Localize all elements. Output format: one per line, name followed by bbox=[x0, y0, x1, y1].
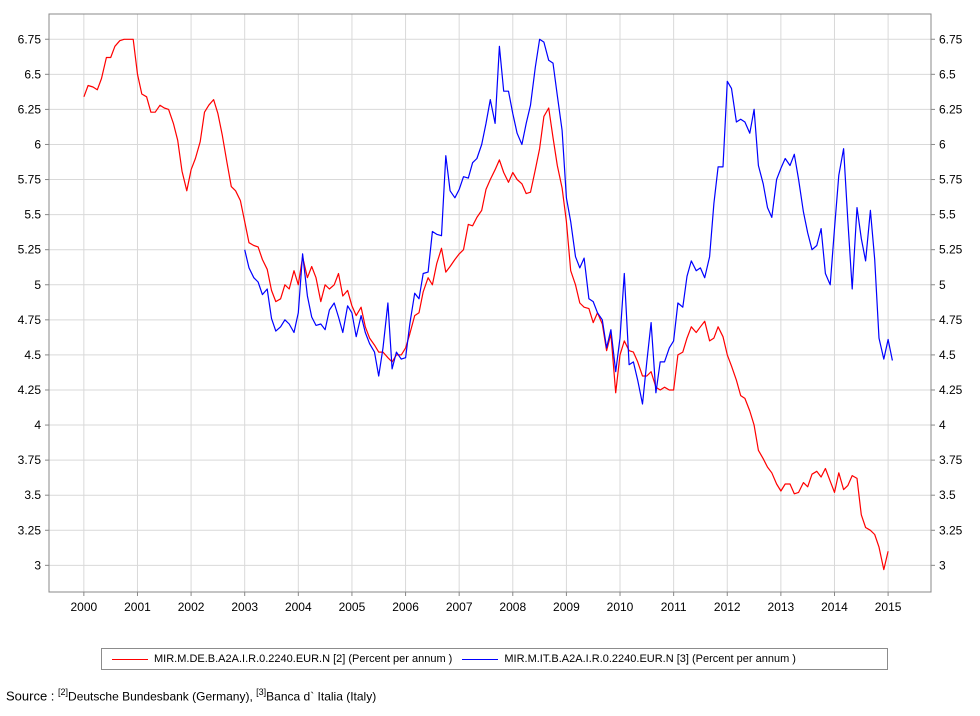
legend-entry-germany: MIR.M.DE.B.A2A.I.R.0.2240.EUR.N [2] (Per… bbox=[102, 653, 452, 665]
y-tick-label-left: 6 bbox=[34, 137, 41, 151]
series-line-germany bbox=[83, 38, 889, 571]
x-tick-label: 2006 bbox=[392, 600, 419, 614]
x-tick-label: 2013 bbox=[768, 600, 795, 614]
y-tick-label-left: 6.75 bbox=[18, 32, 42, 46]
series-line-italy bbox=[244, 38, 893, 405]
y-tick-label-right: 3 bbox=[939, 558, 946, 572]
y-tick-label-left: 4.75 bbox=[18, 313, 42, 327]
y-tick-label-right: 3.5 bbox=[939, 488, 956, 502]
source-prefix: Source : bbox=[6, 688, 59, 704]
footnote-2: [2] bbox=[58, 687, 69, 697]
y-tick-label-left: 6.25 bbox=[18, 102, 42, 116]
x-tick-label: 2000 bbox=[70, 600, 97, 614]
x-tick-label: 2005 bbox=[339, 600, 366, 614]
x-tick-label: 2015 bbox=[875, 600, 902, 614]
legend-label-italy: MIR.M.IT.B.A2A.I.R.0.2240.EUR.N [3] (Per… bbox=[504, 653, 796, 665]
x-tick-label: 2010 bbox=[607, 600, 634, 614]
legend: MIR.M.DE.B.A2A.I.R.0.2240.EUR.N [2] (Per… bbox=[101, 648, 888, 670]
x-tick-label: 2001 bbox=[124, 600, 151, 614]
x-tick-label: 2008 bbox=[499, 600, 526, 614]
source-italy: Banca d` Italia (Italy) bbox=[266, 689, 377, 704]
x-tick-label: 2011 bbox=[661, 600, 687, 614]
y-tick-label-left: 4.5 bbox=[24, 348, 41, 362]
legend-swatch-blue bbox=[462, 658, 499, 660]
y-tick-label-right: 6.75 bbox=[939, 32, 963, 46]
y-tick-label-left: 5.5 bbox=[24, 208, 41, 222]
y-tick-label-left: 3.75 bbox=[18, 453, 42, 467]
y-tick-label-left: 5.75 bbox=[18, 173, 42, 187]
x-tick-label: 2004 bbox=[285, 600, 312, 614]
y-tick-label-right: 4.5 bbox=[939, 348, 956, 362]
y-tick-label-right: 4.75 bbox=[939, 313, 963, 327]
legend-swatch-red bbox=[112, 658, 148, 660]
x-tick-label: 2003 bbox=[231, 600, 258, 614]
y-tick-label-right: 3.25 bbox=[939, 523, 963, 537]
plot-border bbox=[48, 13, 932, 593]
y-tick-label-right: 6.25 bbox=[939, 102, 963, 116]
y-tick-label-left: 5 bbox=[34, 278, 41, 292]
x-tick-label: 2009 bbox=[553, 600, 580, 614]
y-tick-label-right: 6 bbox=[939, 137, 946, 151]
y-tick-label-left: 5.25 bbox=[18, 243, 42, 257]
y-tick-label-right: 5.75 bbox=[939, 173, 963, 187]
y-tick-label-left: 3 bbox=[34, 558, 41, 572]
y-tick-label-right: 5 bbox=[939, 278, 946, 292]
x-tick-label: 2012 bbox=[714, 600, 741, 614]
y-tick-label-left: 6.5 bbox=[24, 67, 41, 81]
y-tick-label-right: 3.75 bbox=[939, 453, 963, 467]
legend-entry-italy: MIR.M.IT.B.A2A.I.R.0.2240.EUR.N [3] (Per… bbox=[452, 653, 796, 665]
y-tick-label-right: 4 bbox=[939, 418, 946, 432]
source-line: Source : [2]Deutsche Bundesbank (Germany… bbox=[6, 687, 376, 703]
y-tick-label-right: 6.5 bbox=[939, 67, 956, 81]
y-tick-label-left: 3.25 bbox=[18, 523, 42, 537]
legend-label-germany: MIR.M.DE.B.A2A.I.R.0.2240.EUR.N [2] (Per… bbox=[154, 653, 453, 665]
line-chart: 3 3 3.25 3.25 3.5 3.5 3.75 3.75 4 4 4.25 4.25 4.5 4.5… bbox=[18, 13, 963, 614]
y-tick-label-left: 4 bbox=[34, 418, 41, 432]
y-tick-label-right: 4.25 bbox=[939, 383, 963, 397]
x-tick-label: 2014 bbox=[821, 600, 848, 614]
y-tick-label-right: 5.5 bbox=[939, 208, 956, 222]
y-tick-label-left: 3.5 bbox=[24, 488, 41, 502]
x-tick-label: 2007 bbox=[446, 600, 473, 614]
y-tick-label-right: 5.25 bbox=[939, 243, 963, 257]
x-tick-label: 2002 bbox=[178, 600, 205, 614]
footnote-3: [3] bbox=[256, 687, 267, 697]
y-tick-label-left: 4.25 bbox=[18, 383, 42, 397]
source-germany: Deutsche Bundesbank (Germany), bbox=[68, 689, 257, 704]
